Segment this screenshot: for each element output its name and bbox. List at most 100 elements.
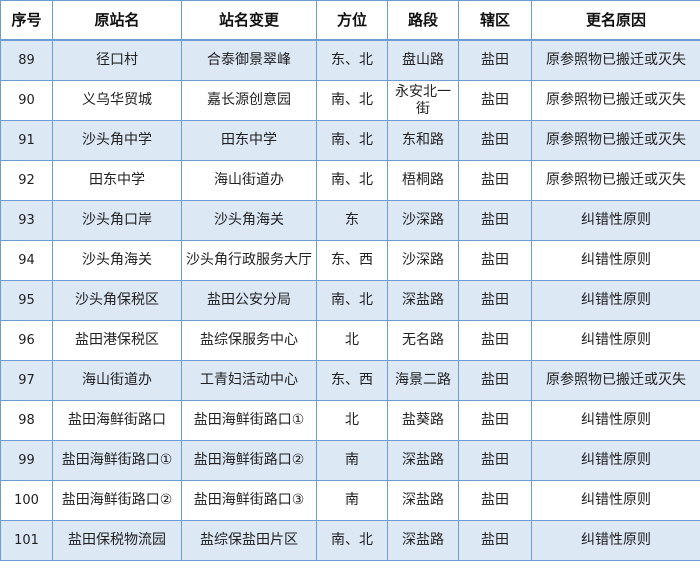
cell-direction: 北 [316, 400, 388, 441]
cell-district: 盐田 [458, 240, 532, 281]
cell-district: 盐田 [458, 280, 532, 321]
cell-reason: 纠错性原则 [531, 280, 700, 321]
cell-index: 94 [0, 240, 53, 281]
cell-district: 盐田 [458, 160, 532, 201]
cell-original-name: 盐田港保税区 [52, 320, 182, 361]
cell-road: 沙深路 [387, 200, 459, 241]
cell-new-name: 盐综保盐田片区 [181, 520, 317, 561]
cell-road: 梧桐路 [387, 160, 459, 201]
cell-direction: 东 [316, 200, 388, 241]
cell-original-name: 义乌华贸城 [52, 80, 182, 121]
cell-direction: 东、北 [316, 39, 388, 81]
cell-original-name: 海山街道办 [52, 360, 182, 401]
cell-new-name: 海山街道办 [181, 160, 317, 201]
cell-district: 盐田 [458, 480, 532, 521]
cell-new-name: 盐田海鲜街路口① [181, 400, 317, 441]
cell-new-name: 合泰御景翠峰 [181, 39, 317, 81]
cell-original-name: 田东中学 [52, 160, 182, 201]
cell-new-name: 盐田海鲜街路口② [181, 440, 317, 481]
cell-new-name: 田东中学 [181, 120, 317, 161]
cell-road: 永安北一街 [387, 80, 459, 121]
cell-road: 盘山路 [387, 39, 459, 81]
table-row: 89 径口村 合泰御景翠峰 东、北 盘山路 盐田 原参照物已搬迁或灭失 [0, 39, 700, 81]
cell-reason: 纠错性原则 [531, 480, 700, 521]
cell-district: 盐田 [458, 320, 532, 361]
cell-road: 深盐路 [387, 280, 459, 321]
cell-direction: 南、北 [316, 160, 388, 201]
cell-direction: 南、北 [316, 120, 388, 161]
cell-road: 沙深路 [387, 240, 459, 281]
cell-district: 盐田 [458, 360, 532, 401]
table-row: 96 盐田港保税区 盐综保服务中心北无名路 盐田 纠错性原则 [0, 320, 700, 361]
cell-index: 93 [0, 200, 53, 241]
table-row: 98 盐田海鲜街路口 盐田海鲜街路口① 北盐葵路 盐田 纠错性原则 [0, 400, 700, 441]
cell-new-name: 工青妇活动中心 [181, 360, 317, 401]
table-row: 94 沙头角海关 沙头角行政服务大厅 东、西 沙深路 盐田 纠错性原则 [0, 240, 700, 281]
cell-road: 深盐路 [387, 480, 459, 521]
cell-original-name: 盐田保税物流园 [52, 520, 182, 561]
cell-road: 无名路 [387, 320, 459, 361]
cell-original-name: 径口村 [52, 39, 182, 81]
cell-index: 95 [0, 280, 53, 321]
cell-original-name: 沙头角保税区 [52, 280, 182, 321]
cell-reason: 原参照物已搬迁或灭失 [531, 360, 700, 401]
table-row: 99 盐田海鲜街路口① 盐田海鲜街路口② 南深盐路 盐田 纠错性原则 [0, 440, 700, 481]
cell-new-name: 沙头角海关 [181, 200, 317, 241]
cell-index: 92 [0, 160, 53, 201]
cell-reason: 原参照物已搬迁或灭失 [531, 80, 700, 121]
cell-original-name: 沙头角口岸 [52, 200, 182, 241]
cell-direction: 东、西 [316, 240, 388, 281]
cell-district: 盐田 [458, 39, 532, 81]
cell-direction: 北 [316, 320, 388, 361]
cell-district: 盐田 [458, 120, 532, 161]
cell-index: 96 [0, 320, 53, 361]
cell-original-name: 沙头角海关 [52, 240, 182, 281]
header-original-name: 原站名 [52, 0, 182, 41]
cell-direction: 南 [316, 480, 388, 521]
cell-road: 深盐路 [387, 520, 459, 561]
header-road: 路段 [387, 0, 459, 41]
cell-new-name: 盐田海鲜街路口③ [181, 480, 317, 521]
cell-direction: 南、北 [316, 80, 388, 121]
header-new-name: 站名变更 [181, 0, 317, 41]
cell-index: 97 [0, 360, 53, 401]
header-index: 序号 [0, 0, 53, 41]
cell-district: 盐田 [458, 80, 532, 121]
cell-index: 101 [0, 520, 53, 561]
cell-index: 89 [0, 39, 53, 81]
cell-reason: 纠错性原则 [531, 440, 700, 481]
cell-reason: 原参照物已搬迁或灭失 [531, 120, 700, 161]
cell-road: 盐葵路 [387, 400, 459, 441]
table-row: 91 沙头角中学 田东中学 南、北 东和路 盐田 原参照物已搬迁或灭失 [0, 120, 700, 161]
table-row: 101 盐田保税物流园 盐综保盐田片区 南、北 深盐路 盐田 纠错性原则 [0, 520, 700, 561]
table-row: 90 义乌华贸城 嘉长源创意园 南、北 永安北一街 盐田 原参照物已搬迁或灭失 [0, 80, 700, 121]
cell-reason: 原参照物已搬迁或灭失 [531, 160, 700, 201]
cell-index: 90 [0, 80, 53, 121]
cell-road: 深盐路 [387, 440, 459, 481]
cell-index: 98 [0, 400, 53, 441]
table-row: 97 海山街道办 工青妇活动中心 东、西 海景二路 盐田 原参照物已搬迁或灭失 [0, 360, 700, 401]
cell-district: 盐田 [458, 200, 532, 241]
cell-index: 99 [0, 440, 53, 481]
cell-index: 91 [0, 120, 53, 161]
table-row: 100 盐田海鲜街路口② 盐田海鲜街路口③ 南深盐路 盐田 纠错性原则 [0, 480, 700, 521]
cell-direction: 东、西 [316, 360, 388, 401]
cell-new-name: 盐综保服务中心 [181, 320, 317, 361]
cell-road: 东和路 [387, 120, 459, 161]
cell-direction: 南、北 [316, 520, 388, 561]
cell-original-name: 盐田海鲜街路口② [52, 480, 182, 521]
cell-new-name: 沙头角行政服务大厅 [181, 240, 317, 281]
header-district: 辖区 [458, 0, 532, 41]
cell-district: 盐田 [458, 520, 532, 561]
table-body: 89 径口村 合泰御景翠峰 东、北 盘山路 盐田 原参照物已搬迁或灭失 90 义乌华贸城 嘉长源创… [0, 39, 700, 561]
cell-direction: 南、北 [316, 280, 388, 321]
cell-reason: 纠错性原则 [531, 200, 700, 241]
cell-district: 盐田 [458, 400, 532, 441]
header-reason: 更名原因 [531, 0, 700, 41]
cell-original-name: 盐田海鲜街路口① [52, 440, 182, 481]
table-row: 93 沙头角口岸 沙头角海关东沙深路 盐田 纠错性原则 [0, 200, 700, 241]
cell-original-name: 沙头角中学 [52, 120, 182, 161]
table-row: 95 沙头角保税区 盐田公安分局 南、北 深盐路 盐田 纠错性原则 [0, 280, 700, 321]
header-row: 序号 原站名 站名变更 方位 路段 辖区 更名原因 [0, 0, 700, 41]
cell-district: 盐田 [458, 440, 532, 481]
